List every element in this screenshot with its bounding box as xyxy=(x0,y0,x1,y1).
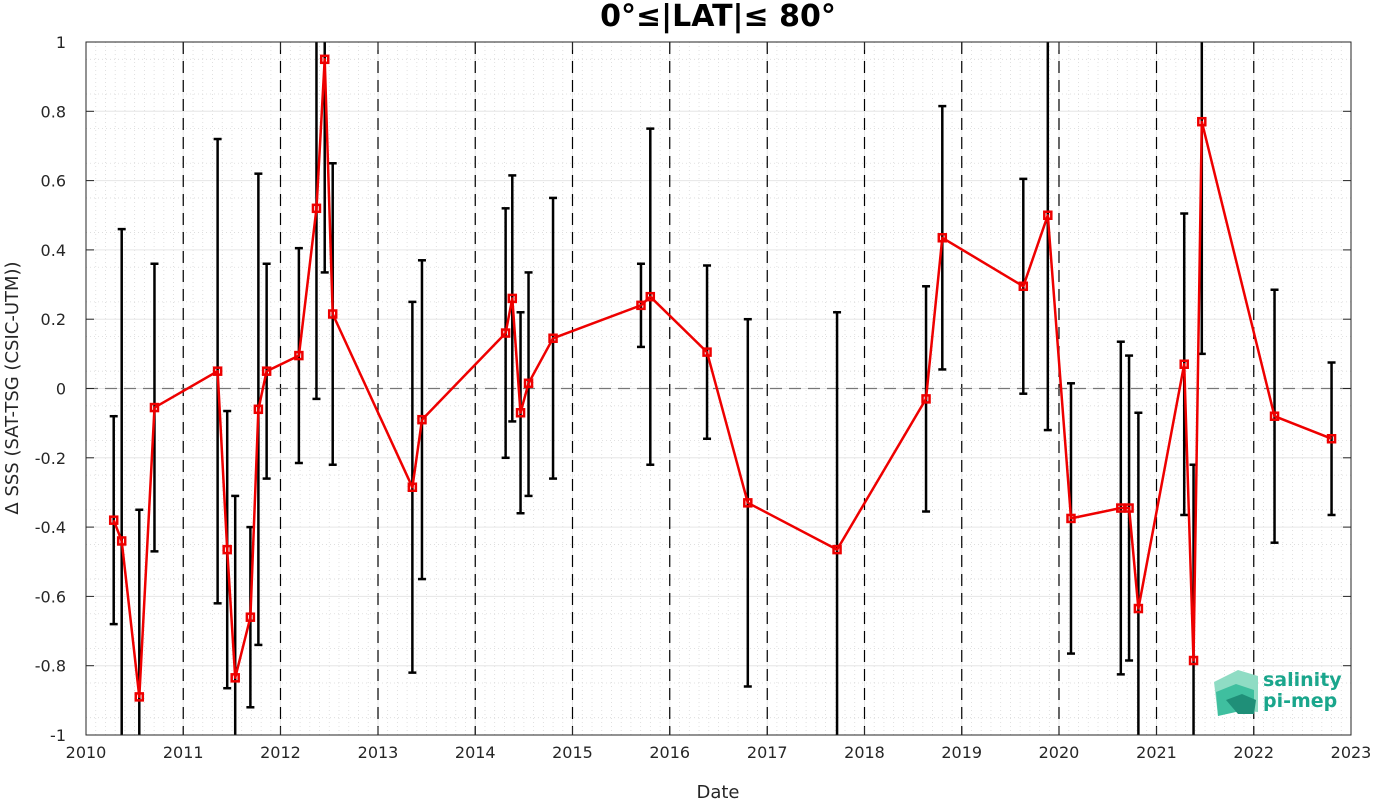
y-tick-label: -0.8 xyxy=(35,657,66,676)
chart-title: 0°≤|LAT|≤ 80° xyxy=(600,0,836,34)
data-point-marker xyxy=(261,366,272,376)
data-point-marker xyxy=(108,515,119,525)
logo-text-pi-mep: pi-mep xyxy=(1263,690,1337,712)
y-tick-label: 0.6 xyxy=(41,172,66,191)
data-point-marker xyxy=(500,328,511,338)
y-tick-label: -0.6 xyxy=(35,587,66,606)
data-point-marker xyxy=(523,378,534,389)
data-point-marker xyxy=(212,366,223,376)
x-axis-label: Date xyxy=(696,782,739,801)
data-point-marker xyxy=(294,350,304,361)
data-point-marker xyxy=(230,673,240,683)
data-point-marker xyxy=(417,414,427,425)
data-point-marker xyxy=(319,54,330,65)
data-point-marker xyxy=(407,482,418,493)
logo-waves-icon xyxy=(1214,670,1258,716)
data-point-marker xyxy=(245,612,256,622)
data-point-marker xyxy=(515,408,526,418)
data-point-marker xyxy=(149,402,160,413)
data-point-marker xyxy=(327,309,338,319)
x-tick-label: 2021 xyxy=(1136,743,1177,762)
y-tick-label: 0.2 xyxy=(41,310,66,329)
data-point-marker xyxy=(832,544,842,555)
data-point-marker xyxy=(743,498,753,508)
y-tick-label: 0.4 xyxy=(41,241,66,260)
x-tick-label: 2022 xyxy=(1233,743,1274,762)
x-tick-label: 2020 xyxy=(1039,743,1080,762)
x-tick-label: 2019 xyxy=(941,743,982,762)
data-point-marker xyxy=(702,347,712,357)
x-tick-label: 2015 xyxy=(552,743,593,762)
salinity-pi-mep-logo: salinity pi-mep xyxy=(1214,669,1342,716)
data-point-marker xyxy=(311,203,322,214)
data-point-marker xyxy=(134,692,145,702)
y-tick-label: 1 xyxy=(56,33,66,52)
y-tick-label: -1 xyxy=(50,726,66,745)
x-tick-label: 2011 xyxy=(163,743,204,762)
x-tick-label: 2013 xyxy=(358,743,399,762)
y-tick-label: -0.4 xyxy=(35,518,66,537)
data-point-marker xyxy=(937,233,948,243)
data-point-marker xyxy=(548,333,558,344)
data-point-marker xyxy=(1116,503,1126,513)
data-point-marker xyxy=(921,394,931,404)
data-point-marker xyxy=(507,293,518,304)
data-point-marker xyxy=(1018,281,1029,292)
data-point-marker xyxy=(1197,116,1207,127)
x-tick-label: 2014 xyxy=(455,743,496,762)
plot-area: 2010 2011 2012 2013 2014 2015 2016 2017 2018 2019… xyxy=(35,33,1372,762)
x-tick-label: 2012 xyxy=(260,743,301,762)
y-axis-label: Δ SSS (SAT-TSG (CSIC-UTM)) xyxy=(2,261,23,514)
data-point-marker xyxy=(222,544,232,555)
data-point-marker xyxy=(1326,433,1337,444)
x-tick-label: 2010 xyxy=(66,743,107,762)
logo-text-salinity: salinity xyxy=(1263,669,1342,691)
data-point-marker xyxy=(1124,503,1134,513)
y-tick-label: 0.8 xyxy=(41,102,66,121)
data-point-marker xyxy=(1188,655,1199,666)
data-point-marker xyxy=(253,404,264,415)
x-tick-label: 2023 xyxy=(1331,743,1372,762)
data-point-marker xyxy=(1066,513,1076,524)
data-point-marker xyxy=(1269,411,1280,421)
y-tick-label: 0 xyxy=(56,380,66,399)
x-tick-label: 2018 xyxy=(844,743,885,762)
data-point-marker xyxy=(1179,359,1189,369)
data-point-marker xyxy=(1133,603,1144,614)
data-point-marker xyxy=(636,300,646,311)
data-point-marker xyxy=(116,536,127,546)
x-tick-label: 2016 xyxy=(649,743,690,762)
x-tick-label: 2017 xyxy=(747,743,788,762)
y-tick-label: -0.2 xyxy=(35,449,66,468)
data-point-marker xyxy=(645,291,656,302)
data-point-marker xyxy=(1043,210,1053,220)
